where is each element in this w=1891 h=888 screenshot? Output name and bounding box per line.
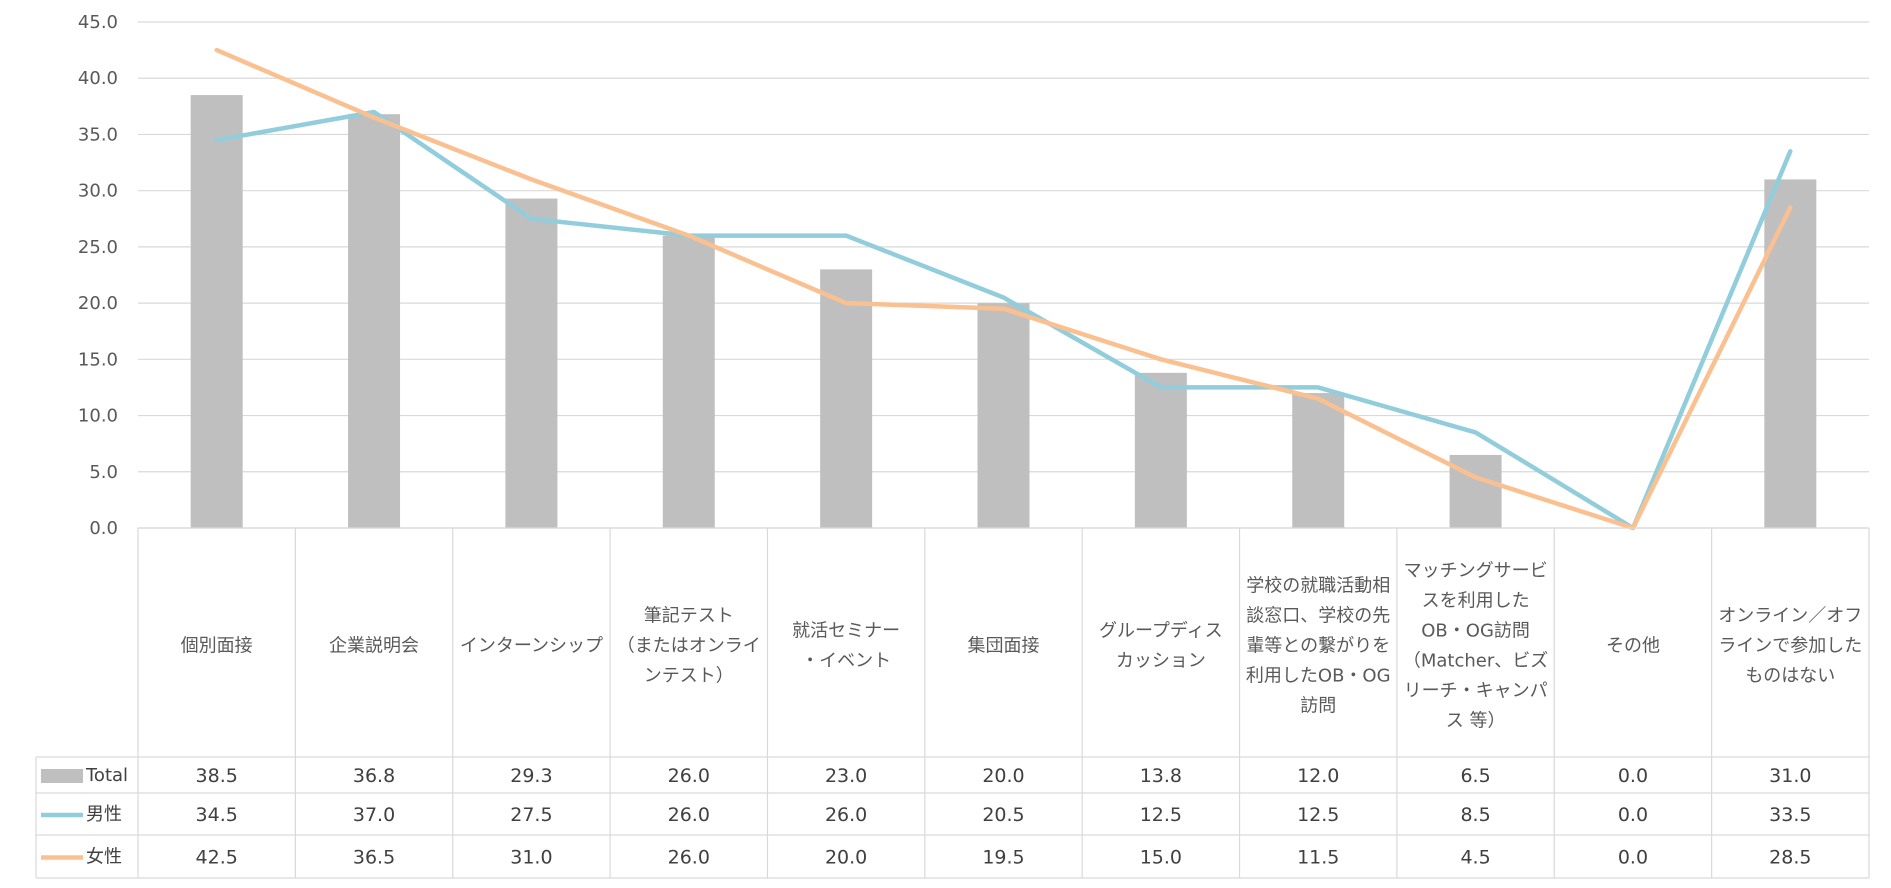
bar-total [348, 114, 401, 529]
table-cell-value: 20.0 [982, 765, 1024, 787]
x-category-label: その他 [1606, 636, 1660, 657]
x-category-label: 集団面接 [968, 636, 1040, 657]
table-cell-value: 11.5 [1297, 847, 1339, 869]
y-tick-label: 25.0 [78, 237, 118, 258]
x-category-label: 学校の就職活動相談窓口、学校の先輩等との繋がりを利用したOB・OG 訪問 [1246, 576, 1391, 717]
table-cell-value: 26.0 [825, 804, 867, 826]
bar-total [1292, 393, 1345, 528]
table-cell-value: 15.0 [1140, 847, 1182, 869]
bar-total [190, 95, 243, 528]
table-cell-value: 26.0 [668, 804, 710, 826]
table-cell-value: 27.5 [510, 804, 552, 826]
y-tick-label: 40.0 [78, 68, 118, 89]
table-cell-value: 36.5 [353, 847, 395, 869]
bar-total [820, 269, 873, 528]
table-cell-value: 13.8 [1140, 765, 1182, 787]
table-cell-value: 4.5 [1460, 847, 1490, 869]
table-cell-value: 29.3 [510, 765, 552, 787]
table-cell-value: 0.0 [1618, 765, 1648, 787]
y-tick-label: 15.0 [78, 349, 118, 370]
table-cell-value: 19.5 [982, 847, 1024, 869]
bar-total [1764, 179, 1817, 528]
x-category-label: グループディスカッション [1099, 621, 1223, 672]
table-cell-value: 34.5 [196, 804, 238, 826]
table-cell-value: 12.0 [1297, 765, 1339, 787]
legend-label: Total [85, 765, 128, 786]
table-cell-value: 36.8 [353, 765, 395, 787]
legend-key-total [41, 769, 83, 783]
table-cell-value: 26.0 [668, 847, 710, 869]
table-cell-value: 20.5 [982, 804, 1024, 826]
table-cell-value: 26.0 [668, 765, 710, 787]
legend-label: 男性 [86, 804, 122, 825]
bar-total [662, 235, 715, 528]
table-cell-value: 8.5 [1460, 804, 1490, 826]
x-category-label: 個別面接 [181, 636, 253, 657]
y-axis: 0.0 5.0 10.0 15.0 20.0 25.0 30.0 35.0 40.0 45.0 [78, 12, 118, 539]
y-tick-label: 10.0 [78, 406, 118, 427]
table-cell-value: 33.5 [1769, 804, 1811, 826]
x-category-label: 企業説明会 [329, 636, 419, 657]
table-cell-value: 12.5 [1140, 804, 1182, 826]
table-cell-value: 28.5 [1769, 847, 1811, 869]
line-series-female [214, 47, 1793, 531]
table-cell-value: 31.0 [1769, 765, 1811, 787]
y-tick-label: 5.0 [89, 462, 118, 483]
y-tick-label: 0.0 [89, 518, 118, 539]
table-cell-value: 6.5 [1460, 765, 1490, 787]
bar-total [1134, 372, 1187, 528]
x-category-label: マッチングサービスを利用した OB・OG訪問（Matcher、ビズリーチ・キャンパ… [1403, 561, 1548, 732]
table-cell-value: 37.0 [353, 804, 395, 826]
y-tick-label: 20.0 [78, 293, 118, 314]
table-cell-value: 0.0 [1618, 804, 1648, 826]
table-cell-value: 38.5 [196, 765, 238, 787]
table-cell-value: 42.5 [196, 847, 238, 869]
table-cell-value: 20.0 [825, 847, 867, 869]
legend-label: 女性 [86, 847, 122, 868]
table-cell-value: 0.0 [1618, 847, 1648, 869]
table-cell-value: 12.5 [1297, 804, 1339, 826]
line-series-male [214, 109, 1793, 531]
table-cell-value: 23.0 [825, 765, 867, 787]
bar-total [977, 303, 1030, 528]
x-category-label: 筆記テスト（またはオンラインテスト） [617, 606, 761, 687]
table-cell-value: 31.0 [510, 847, 552, 869]
x-category-label: オンライン／オフラインで参加したものはない [1718, 606, 1862, 687]
line-series [214, 47, 1793, 531]
y-tick-label: 45.0 [78, 12, 118, 33]
bar-series-total [190, 95, 1817, 529]
bar-total [505, 198, 558, 528]
y-tick-label: 30.0 [78, 181, 118, 202]
x-category-label: 就活セミナー・イベント [792, 621, 900, 672]
x-category-label: インターンシップ [460, 636, 603, 657]
y-tick-label: 35.0 [78, 124, 118, 145]
